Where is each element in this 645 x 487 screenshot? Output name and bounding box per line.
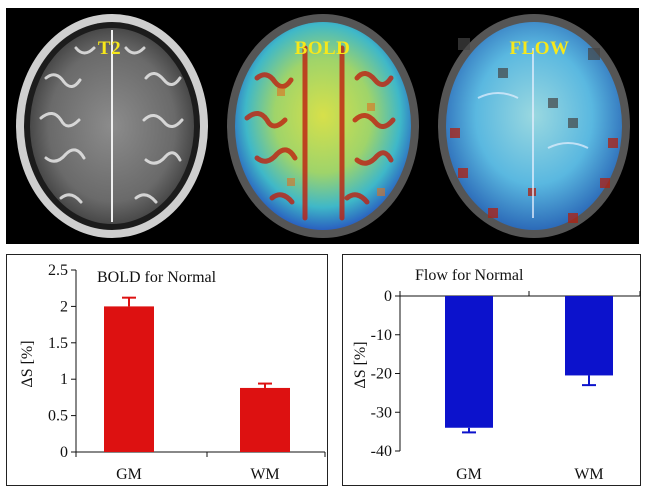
bold-category-label: GM [116,466,142,483]
flow-chart-svg: Flow for Normal ΔS [%] 0 -10 -20 -30 -40 GM WM [352,267,641,483]
flow-y-tick-label: -30 [371,404,392,421]
bold-category-label: WM [250,466,279,483]
flow-y-tick-label: -20 [371,366,392,383]
bold-y-tick-label: 0 [60,444,68,461]
mri-image-strip: T2 [6,8,639,244]
flow-map-panel: FLOW [428,8,639,244]
flow-category-label: GM [456,466,482,483]
bold-y-tick-label: 1.5 [48,335,68,352]
bold-chart-svg: BOLD for Normal ΔS [%] 0 0.5 1 1.5 2 2.5 GM WM [19,262,326,483]
bold-chart-title: BOLD for Normal [97,269,217,286]
bold-map-panel: BOLD [217,8,428,244]
flow-chart-ylabel: ΔS [%] [352,341,369,388]
flow-category-label: WM [574,466,603,483]
bold-chart-ylabel: ΔS [%] [19,340,36,387]
bold-y-tick-label: 2 [60,298,68,315]
bold-y-tick-label: 0.5 [48,408,68,425]
flow-bar-wm [565,296,613,376]
t2-image-panel: T2 [6,8,217,244]
flow-bar-gm [445,296,493,428]
flow-bar-chart: Flow for Normal ΔS [%] 0 -10 -20 -30 -40 GM WM [342,254,641,486]
bold-y-tick-label: 2.5 [48,262,68,279]
bold-bar-chart: BOLD for Normal ΔS [%] 0 0.5 1 1.5 2 2.5 GM WM [6,254,328,486]
t2-panel-label: T2 [97,38,122,59]
flow-y-tick-label: -10 [371,327,392,344]
bold-bar-wm [240,387,290,452]
bold-bar-gm [104,306,154,452]
flow-chart-title: Flow for Normal [415,267,524,284]
bold-y-tick-label: 1 [60,371,68,388]
flow-y-tick-label: -40 [371,443,392,460]
flow-y-tick-label: 0 [384,288,392,305]
flow-panel-label: FLOW [509,38,570,59]
bold-panel-label: BOLD [294,38,351,59]
